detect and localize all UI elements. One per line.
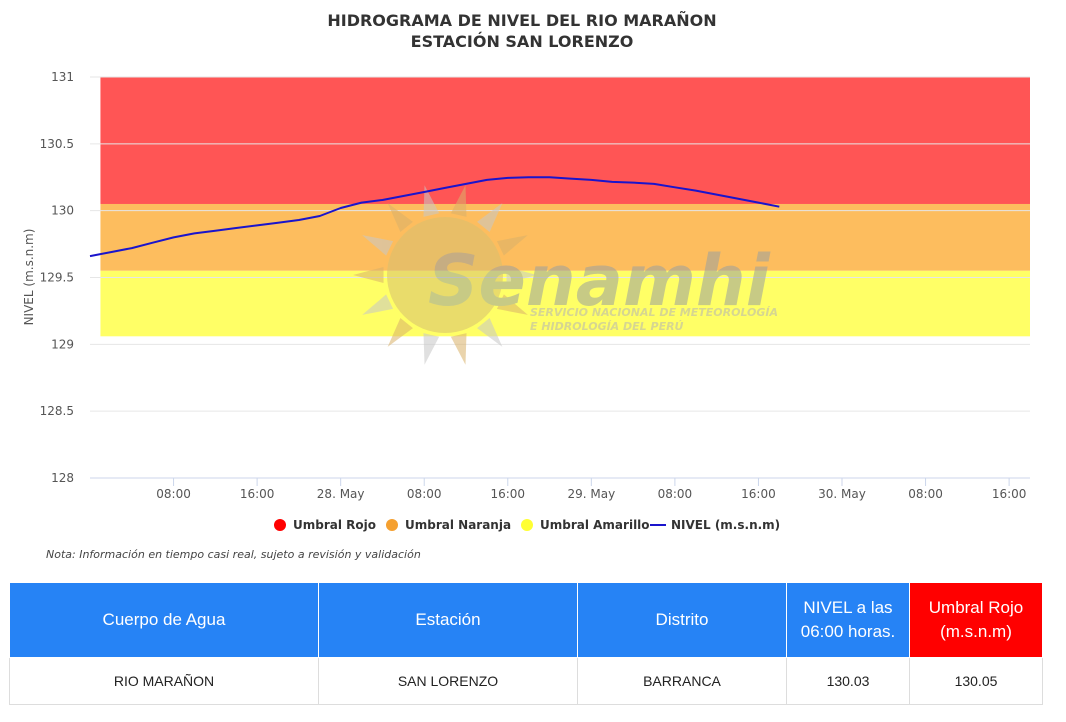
watermark-line2: E HIDROLOGÍA DEL PERÚ [530, 320, 684, 333]
footnote: Nota: Información en tiempo casi real, s… [46, 548, 421, 561]
cell-cuerpo-de-agua: RIO MARAÑON [9, 657, 319, 705]
x-tick-label: 30. May [818, 487, 866, 501]
chart-title: HIDROGRAMA DE NIVEL DEL RIO MARAÑON ESTA… [0, 10, 1044, 52]
sun-ray-icon [362, 235, 394, 256]
legend: Umbral Rojo Umbral Naranja Umbral Amarillo… [274, 518, 780, 532]
header-cuerpo-de-agua: Cuerpo de Agua [9, 582, 319, 658]
legend-marker-icon [521, 519, 533, 531]
legend-marker-icon [274, 519, 286, 531]
y-tick-label: 131 [51, 70, 74, 84]
sun-core-icon [387, 217, 503, 333]
sun-ray-icon [496, 294, 528, 315]
x-tick-label: 16:00 [490, 487, 525, 501]
watermark-brand: Senamhi [428, 240, 771, 322]
y-tick-label: 128 [51, 471, 74, 485]
sun-ray-icon [387, 203, 413, 232]
y-tick-label: 128.5 [40, 404, 74, 418]
legend-marker-icon [386, 519, 398, 531]
watermark-line1: SERVICIO NACIONAL DE METEOROLOGÍA [530, 306, 778, 319]
x-tick-label: 08:00 [908, 487, 943, 501]
y-tick-label: 129 [51, 337, 74, 351]
x-tick-label: 29. May [567, 487, 615, 501]
sun-ray-icon [477, 203, 503, 232]
sun-ray-icon [387, 318, 413, 347]
y-tick-label: 130.5 [40, 137, 74, 151]
x-tick-label: 08:00 [156, 487, 191, 501]
sun-logo-icon [353, 185, 537, 365]
band-umbral-rojo [100, 77, 1030, 204]
cell-distrito: BARRANCA [577, 657, 787, 705]
x-tick-label: 16:00 [240, 487, 275, 501]
legend-label: Umbral Rojo [293, 518, 376, 532]
cell-umbral-rojo: 130.05 [909, 657, 1043, 705]
band-umbral-naranja [100, 203, 1030, 271]
y-tick-label: 130 [51, 204, 74, 218]
sun-ray-icon [362, 294, 394, 315]
header-estacion: Estación [318, 582, 578, 658]
legend-label: Umbral Naranja [405, 518, 511, 532]
grid-lines [90, 76, 1030, 479]
sun-ray-icon [353, 266, 384, 284]
axes: 131 130.5 130 129.5 129 128.5 128 08:00 16:00 28.… [40, 70, 1030, 501]
cell-nivel: 130.03 [786, 657, 910, 705]
cell-estacion: SAN LORENZO [318, 657, 578, 705]
legend-label: Umbral Amarillo [540, 518, 650, 532]
x-tick-label: 16:00 [992, 487, 1027, 501]
sun-ray-icon [477, 318, 503, 347]
header-nivel: NIVEL a las 06:00 horas. [786, 582, 910, 658]
sun-ray-icon [450, 185, 467, 217]
table-row: RIO MARAÑON SAN LORENZO BARRANCA 130.03 … [9, 657, 1043, 705]
station-table: Cuerpo de Agua Estación Distrito NIVEL a… [9, 582, 1043, 705]
series [89, 176, 780, 258]
legend-label: NIVEL (m.s.n.m) [671, 518, 780, 532]
sun-ray-icon [496, 235, 528, 256]
y-tick-label: 129.5 [40, 271, 74, 285]
table-header-row: Cuerpo de Agua Estación Distrito NIVEL a… [9, 582, 1043, 658]
y-axis-title: NIVEL (m.s.n.m) [22, 229, 36, 326]
threshold-bands [100, 77, 1030, 337]
band-umbral-amarillo [100, 270, 1030, 337]
senamhi-watermark: Senamhi SERVICIO NACIONAL DE METEOROLOGÍ… [353, 185, 778, 365]
x-tick-label: 08:00 [407, 487, 442, 501]
header-distrito: Distrito [577, 582, 787, 658]
x-tick-label: 08:00 [658, 487, 693, 501]
header-umbral-rojo: Umbral Rojo (m.s.n.m) [909, 582, 1043, 658]
chart-title-line1: HIDROGRAMA DE NIVEL DEL RIO MARAÑON [327, 11, 717, 30]
chart-area: Senamhi SERVICIO NACIONAL DE METEOROLOGÍ… [22, 70, 1030, 532]
x-tick-label: 28. May [317, 487, 365, 501]
sun-ray-icon [450, 333, 467, 365]
x-tick-label: 16:00 [741, 487, 776, 501]
sun-ray-icon [423, 333, 440, 365]
sun-ray-icon [423, 185, 440, 217]
chart-title-line2: ESTACIÓN SAN LORENZO [410, 32, 634, 51]
sun-ray-icon [506, 266, 537, 284]
series-line-nivel [89, 176, 780, 258]
